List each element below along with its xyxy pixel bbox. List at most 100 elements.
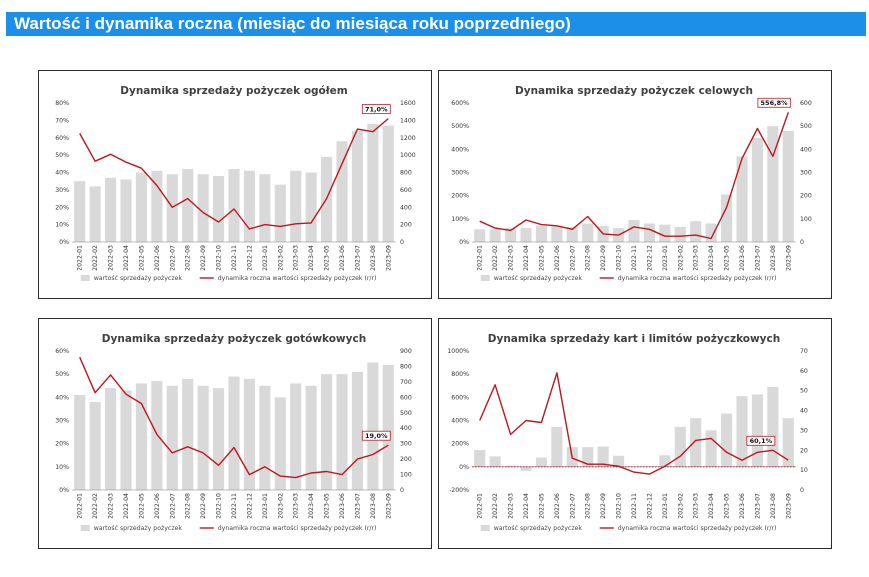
bar: [182, 169, 194, 242]
x-axis-tick: 2023-01: [662, 245, 669, 271]
chart-svg: Dynamika sprzedaży pożyczek gotówkowych 0…: [55, 333, 412, 532]
chart-panel-cards: Dynamika sprzedaży kart i limitów pożycz…: [438, 318, 832, 549]
bar: [659, 455, 671, 467]
left-axis-tick: 60%: [55, 135, 69, 142]
bar: [751, 394, 763, 467]
x-axis-tick: 2023-05: [724, 245, 731, 271]
right-axis-tick: 100: [400, 472, 412, 479]
bar: [474, 450, 486, 467]
bar: [659, 224, 671, 242]
legend-line-label: dynamika roczna wartości sprzedaży pożyc…: [218, 524, 377, 532]
bar: [274, 397, 286, 490]
legend-bar-swatch: [480, 525, 490, 531]
x-axis-tick: 2022-10: [216, 493, 223, 519]
bar: [382, 125, 394, 242]
right-axis-tick: 0: [400, 239, 404, 246]
bar: [535, 225, 547, 242]
right-axis-tick: 500: [800, 123, 812, 130]
right-axis-tick: 200: [400, 456, 412, 463]
chart-panel-total: Dynamika sprzedaży pożyczek ogółem 0% 10% 2…: [38, 70, 432, 299]
x-axis-tick: 2023-01: [262, 245, 269, 271]
x-axis-tick: 2022-05: [538, 493, 545, 519]
right-axis-tick: 50: [800, 388, 808, 395]
left-axis-tick: 200%: [451, 193, 469, 200]
right-axis-tick: 70: [800, 348, 808, 355]
x-axis-tick: 2022-11: [231, 493, 238, 519]
x-axis-tick: 2023-02: [677, 245, 684, 271]
bar: [505, 465, 517, 467]
bar: [705, 223, 717, 242]
x-axis-tick: 2022-04: [523, 245, 530, 271]
line-series: [79, 356, 389, 479]
chart-panel-purpose: Dynamika sprzedaży pożyczek celowych 0% 10…: [438, 70, 832, 299]
bar: [74, 181, 86, 242]
left-axis-tick: 80%: [55, 100, 69, 107]
right-axis-tick: 0: [400, 487, 404, 494]
bar: [213, 175, 225, 242]
x-axis-tick: 2023-04: [308, 493, 315, 519]
x-axis-tick: 2022-10: [216, 245, 223, 271]
legend-line-label: dynamika roczna wartości sprzedaży pożyc…: [618, 274, 777, 282]
line-series: [479, 372, 789, 475]
legend-bar-swatch: [80, 275, 90, 281]
bar: [643, 223, 655, 242]
x-axis-tick: 2022-10: [616, 493, 623, 519]
legend-line-label: dynamika roczna wartości sprzedaży pożyc…: [218, 274, 377, 282]
x-axis-tick: 2022-07: [569, 245, 576, 271]
left-axis-tick: 0%: [59, 239, 69, 246]
left-axis-tick: 30%: [55, 187, 69, 194]
bar: [259, 385, 271, 490]
x-axis-tick: 2023-09: [385, 493, 392, 519]
chart-svg: Dynamika sprzedaży pożyczek celowych 0% 10…: [451, 85, 812, 282]
left-axis-tick: 400%: [451, 418, 469, 425]
right-axis-tick: 0: [800, 239, 804, 246]
x-axis-tick: 2022-08: [185, 245, 192, 271]
callout-box: [757, 97, 791, 108]
x-axis-tick: 2023-01: [262, 493, 269, 519]
x-axis-tick: 2023-06: [339, 245, 346, 271]
x-axis-tick: 2023-05: [324, 245, 331, 271]
bar: [736, 396, 748, 467]
bar: [767, 386, 779, 467]
x-axis-tick: 2022-08: [585, 493, 592, 519]
bar: [582, 447, 594, 467]
right-axis-tick: 800: [400, 363, 412, 370]
x-axis-tick: 2022-07: [169, 493, 176, 519]
bar: [520, 228, 532, 242]
legend-bar-label: wartość sprzedaży pożyczek: [494, 524, 583, 532]
bar: [336, 374, 348, 490]
callout-box: [746, 435, 776, 446]
bar: [336, 141, 348, 242]
right-axis-tick: 600: [800, 100, 812, 107]
bar: [382, 364, 394, 490]
x-axis-tick: 2022-04: [523, 493, 530, 519]
x-axis-tick: 2022-07: [169, 245, 176, 271]
x-axis-tick: 2022-12: [646, 493, 653, 519]
left-axis-tick: 0%: [59, 487, 69, 494]
right-axis-tick: 700: [400, 379, 412, 386]
bar: [213, 388, 225, 490]
x-axis-tick: 2023-08: [770, 493, 777, 519]
x-axis-tick: 2022-12: [646, 245, 653, 271]
header-banner: Wartość i dynamika roczna (miesiąc do mi…: [6, 12, 866, 36]
left-axis-tick: 10%: [55, 222, 69, 229]
x-axis-tick: 2022-09: [600, 493, 607, 519]
bar: [505, 228, 517, 242]
bar: [782, 130, 794, 242]
x-axis-tick: 2022-09: [200, 493, 207, 519]
x-axis-tick: 2023-01: [662, 493, 669, 519]
bar: [351, 371, 363, 490]
x-axis-tick: 2023-06: [739, 493, 746, 519]
bar: [674, 426, 686, 467]
right-axis-tick: 400: [800, 146, 812, 153]
x-axis-tick: 2022-07: [569, 493, 576, 519]
right-axis-tick: 1400: [400, 117, 416, 124]
bar: [74, 395, 86, 490]
bar: [751, 137, 763, 242]
bar: [613, 455, 625, 467]
x-axis-tick: 2022-02: [492, 245, 499, 271]
x-axis-tick: 2022-01: [477, 245, 484, 271]
x-axis-tick: 2023-06: [339, 493, 346, 519]
right-axis-tick: 400: [400, 425, 412, 432]
x-axis-tick: 2022-11: [231, 245, 238, 271]
